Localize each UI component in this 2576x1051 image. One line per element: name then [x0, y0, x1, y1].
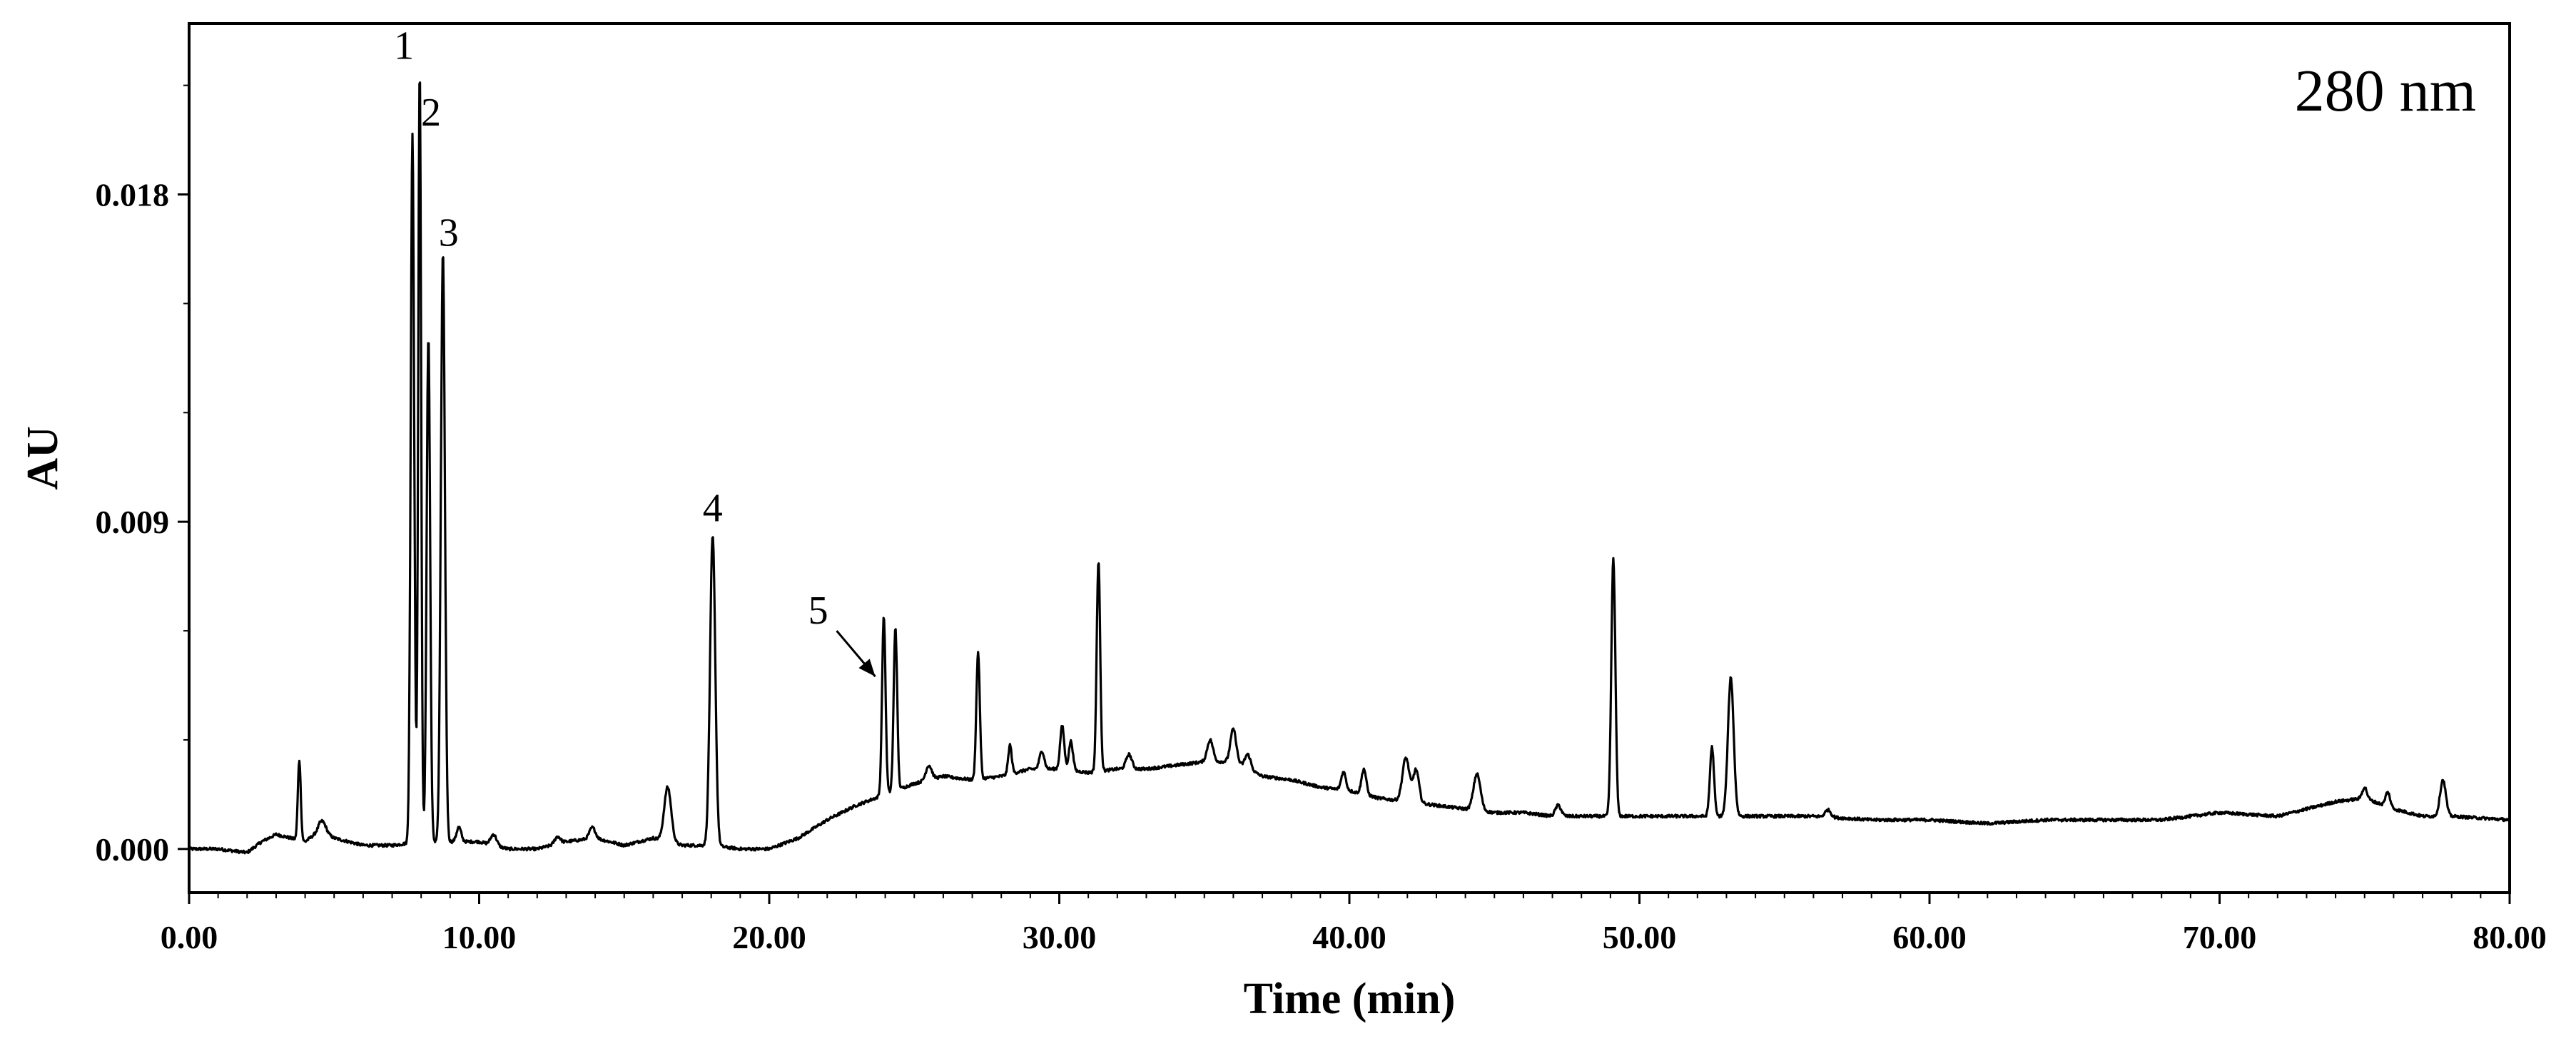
y-axis-title: AU: [19, 426, 67, 490]
peak-label-5: 5: [808, 589, 828, 633]
x-tick-label: 10.00: [442, 919, 517, 955]
peak-label-3: 3: [439, 210, 459, 255]
x-axis-ticks: 0.00 10.00 20.00 30.00 40.00 50.00 60.00 70.00 8…: [161, 893, 2547, 955]
y-tick-label: 0.000: [96, 831, 170, 868]
x-tick-label: 60.00: [1892, 919, 1967, 955]
y-tick-label: 0.009: [96, 504, 170, 540]
x-tick-label: 0.00: [161, 919, 218, 955]
x-axis-title: Time (min): [1244, 975, 1456, 1023]
peak-label-1: 1: [394, 24, 414, 68]
chromatogram-trace: [188, 81, 2511, 855]
x-tick-label: 80.00: [2473, 919, 2547, 955]
x-tick-label: 40.00: [1312, 919, 1386, 955]
y-axis-ticks: 0.000 0.009 0.018: [96, 84, 189, 868]
arrow-head-icon: [858, 659, 876, 677]
x-tick-label: 50.00: [1603, 919, 1677, 955]
x-tick-label: 20.00: [732, 919, 806, 955]
peak-label-4: 4: [703, 487, 723, 531]
wavelength-label: 280 nm: [2295, 58, 2476, 124]
x-tick-label: 70.00: [2183, 919, 2257, 955]
peak-labels: 12 3 4 5: [394, 24, 876, 678]
x-tick-label: 30.00: [1023, 919, 1097, 955]
y-tick-label: 0.018: [96, 177, 170, 213]
plot-frame: [188, 22, 2511, 894]
peak-label-2: 2: [421, 91, 441, 135]
